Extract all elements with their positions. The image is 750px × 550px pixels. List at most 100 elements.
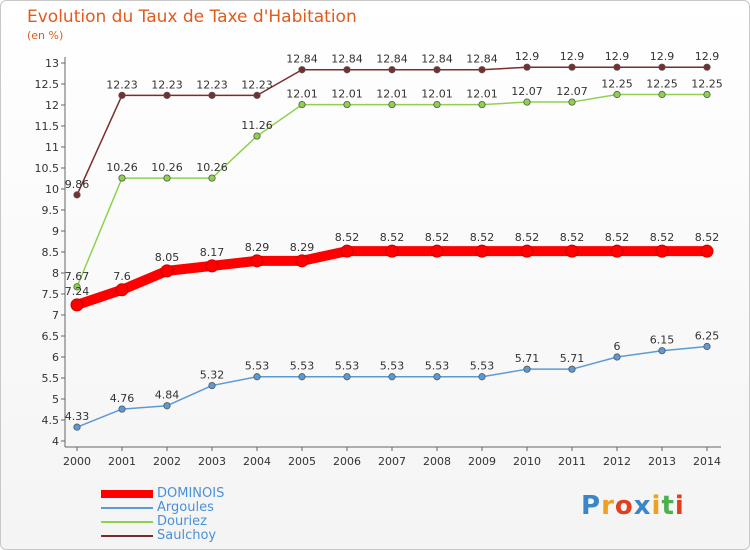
- data-point: [433, 373, 441, 381]
- data-point: [613, 90, 621, 99]
- data-point: [388, 373, 396, 381]
- data-point: [700, 244, 714, 258]
- x-tick-label: 2007: [378, 455, 406, 468]
- data-point: [250, 254, 264, 268]
- data-label: 6.25: [695, 330, 720, 343]
- data-label: 5.53: [470, 360, 495, 373]
- legend-label: DOMINOIS: [157, 486, 225, 501]
- data-point: [610, 244, 624, 258]
- data-point: [433, 66, 441, 74]
- y-tick-label: 11.5: [35, 120, 60, 133]
- logo-letter: o: [614, 491, 634, 521]
- data-label: 12.07: [556, 85, 588, 98]
- data-label: 12.23: [241, 78, 273, 91]
- data-point: [523, 98, 531, 106]
- data-label: 6.15: [650, 334, 675, 347]
- data-point: [388, 100, 396, 109]
- x-tick-label: 2009: [468, 455, 496, 468]
- x-tick-label: 2005: [288, 455, 316, 468]
- y-tick-label: 5.5: [42, 372, 60, 385]
- proxiti-logo: Proxiti: [581, 491, 685, 521]
- data-label: 12.01: [466, 88, 498, 101]
- data-label: 12.07: [511, 85, 543, 98]
- logo-letter: r: [601, 491, 615, 521]
- y-tick-label: 12: [45, 99, 59, 112]
- data-point: [118, 405, 126, 413]
- x-tick-label: 2001: [108, 455, 136, 468]
- data-point: [340, 244, 354, 258]
- logo-letter: x: [633, 491, 652, 521]
- legend-label: Saulchoy: [157, 528, 217, 543]
- data-point: [253, 132, 261, 140]
- data-label: 5.53: [425, 360, 450, 373]
- data-label: 4.76: [110, 392, 135, 405]
- data-point: [565, 244, 579, 258]
- data-point: [475, 244, 489, 258]
- data-label: 12.9: [695, 50, 720, 63]
- data-point: [385, 244, 399, 258]
- y-tick-label: 13: [45, 57, 59, 70]
- data-point: [430, 244, 444, 258]
- data-label: 8.05: [155, 251, 180, 264]
- data-point: [478, 373, 486, 381]
- data-label: 8.52: [380, 231, 405, 244]
- y-tick-label: 8.5: [42, 246, 60, 259]
- data-label: 12.01: [286, 88, 318, 101]
- data-label: 12.25: [646, 78, 678, 91]
- data-label: 11.26: [241, 119, 273, 132]
- data-point: [73, 283, 81, 291]
- data-label: 10.26: [151, 161, 183, 174]
- data-label: 12.9: [515, 50, 540, 63]
- y-tick-label: 10.5: [35, 162, 60, 175]
- data-point: [208, 174, 216, 182]
- data-point: [115, 283, 129, 297]
- series-douriez: 7.67 10.26 10.26 10.26 11.26 12.01 12.01 12.01 1…: [65, 78, 723, 291]
- x-tick-label: 2000: [63, 455, 91, 468]
- data-point: [433, 100, 441, 109]
- data-point: [118, 91, 126, 99]
- data-label: 8.52: [650, 231, 675, 244]
- data-point: [568, 63, 576, 71]
- x-tick-label: 2008: [423, 455, 451, 468]
- y-tick-label: 7.5: [42, 288, 60, 301]
- data-point: [478, 66, 486, 74]
- data-label: 12.01: [421, 88, 453, 101]
- x-tick-label: 2012: [603, 455, 631, 468]
- logo-letter: i: [651, 491, 662, 521]
- data-point: [613, 63, 621, 71]
- data-point: [163, 174, 171, 182]
- y-tick-label: 10: [45, 183, 59, 196]
- data-point: [523, 365, 531, 373]
- data-point: [73, 191, 81, 199]
- x-tick-label: 2004: [243, 455, 271, 468]
- data-label: 7.24: [65, 285, 90, 298]
- data-label: 5.53: [380, 360, 405, 373]
- data-point: [208, 91, 216, 99]
- data-label: 12.23: [196, 78, 228, 91]
- x-tick-label: 2014: [693, 455, 721, 468]
- legend-swatch: [101, 535, 153, 537]
- data-label: 12.25: [601, 78, 633, 91]
- data-point: [343, 66, 351, 74]
- y-tick-label: 6: [52, 351, 59, 364]
- data-point: [478, 100, 486, 109]
- series-line: [76, 345, 708, 428]
- data-point: [160, 264, 174, 278]
- data-point: [163, 91, 171, 99]
- data-label: 8.52: [605, 231, 630, 244]
- legend-swatch: [101, 490, 153, 498]
- data-label: 10.26: [106, 161, 138, 174]
- data-label: 12.9: [560, 50, 585, 63]
- data-point: [655, 244, 669, 258]
- logo-letter: i: [674, 491, 685, 521]
- y-tick-label: 11: [45, 141, 59, 154]
- legend-swatch: [101, 507, 153, 509]
- data-label: 12.01: [376, 88, 408, 101]
- x-tick-label: 2010: [513, 455, 541, 468]
- data-point: [70, 298, 84, 312]
- chart-subtitle: (en %): [27, 29, 64, 42]
- chart-title: Evolution du Taux de Taxe d'Habitation: [27, 7, 357, 27]
- data-point: [388, 66, 396, 74]
- data-point: [208, 381, 216, 390]
